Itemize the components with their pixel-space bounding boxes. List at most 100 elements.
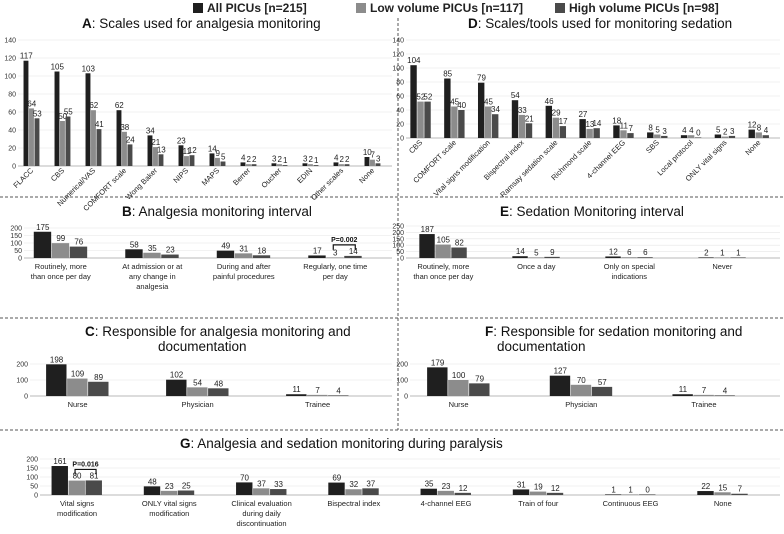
bar: [661, 135, 668, 138]
data-label: 14: [208, 144, 217, 153]
bar: [613, 125, 620, 138]
y-tick-label: 40: [8, 128, 16, 135]
bar: [620, 130, 627, 138]
data-label: 50: [58, 112, 67, 121]
bar: [277, 164, 282, 166]
data-label: 62: [89, 101, 98, 110]
bar: [88, 381, 109, 396]
data-label: 27: [578, 110, 587, 119]
bar: [693, 394, 714, 396]
data-label: 31: [517, 480, 526, 489]
data-label: 3: [272, 154, 277, 163]
data-label: 52: [423, 93, 432, 102]
bar: [728, 135, 736, 138]
x-tick-label: Nurse: [68, 400, 88, 409]
data-label: 80: [73, 472, 82, 481]
bar: [51, 243, 70, 258]
bar: [153, 147, 158, 166]
bar: [410, 65, 417, 138]
bar: [344, 164, 350, 166]
y-tick-label: 80: [8, 92, 16, 99]
bar: [252, 255, 271, 258]
significance-label: P=0.002: [331, 237, 357, 244]
y-tick-label: 100: [392, 66, 404, 73]
y-tick-label: 150: [10, 233, 22, 240]
bar: [65, 116, 71, 166]
bar: [216, 250, 235, 258]
bar: [528, 257, 544, 258]
panel-c-title: C: Responsible for analgesia monitoring …: [85, 324, 351, 354]
bar: [307, 394, 328, 396]
significance-bracket: [332, 244, 356, 250]
panel-e-title: E: Sedation Monitoring interval: [500, 204, 684, 219]
data-label: 4: [682, 126, 687, 135]
data-label: 22: [701, 482, 710, 491]
bar: [714, 257, 730, 258]
data-label: 21: [525, 114, 534, 123]
bar: [60, 121, 65, 166]
bar: [344, 255, 362, 258]
bar: [748, 129, 755, 138]
data-label: 45: [450, 98, 459, 107]
legend-label-low: Low volume PICUs [n=117]: [370, 1, 523, 15]
data-label: 12: [609, 247, 618, 256]
data-label: 4: [336, 386, 341, 395]
y-tick-label: 250: [392, 224, 404, 231]
bar: [29, 108, 34, 166]
data-label: 109: [71, 370, 85, 379]
bar: [187, 387, 208, 396]
x-tick-label: CBS: [49, 166, 66, 183]
bar: [184, 156, 189, 166]
bar: [328, 482, 345, 495]
data-label: 34: [491, 105, 500, 114]
x-tick-label: Only on special indications: [604, 262, 656, 281]
bar: [419, 234, 435, 258]
bar: [189, 155, 195, 166]
data-label: 37: [366, 479, 375, 488]
x-tick-label: Vital signs modification: [57, 499, 97, 518]
x-tick-label: Continuous EEG: [603, 499, 659, 508]
data-label: 33: [274, 480, 283, 489]
data-label: 8: [757, 123, 762, 132]
data-label: 2: [252, 155, 257, 164]
data-label: 198: [50, 355, 64, 364]
bar: [549, 375, 571, 396]
data-label: 25: [182, 482, 191, 491]
bar: [627, 133, 634, 138]
bar: [51, 466, 68, 495]
data-label: 48: [214, 379, 223, 388]
data-label: 11: [620, 121, 629, 130]
panel-dividers: [0, 18, 784, 431]
data-label: 35: [148, 244, 157, 253]
bar: [125, 249, 143, 258]
y-tick-label: 200: [16, 362, 28, 369]
bar: [69, 246, 88, 258]
y-tick-label: 120: [4, 56, 16, 63]
data-label: 69: [332, 474, 341, 483]
bar: [54, 71, 60, 166]
data-label: 23: [166, 246, 175, 255]
bar: [579, 119, 586, 138]
bar: [23, 60, 29, 167]
bar: [251, 164, 257, 166]
chart-panel-c: 0 100 200 198 109 89 Nurse 102 54 48 Physician 11 7 4…: [16, 355, 392, 409]
data-label: 7: [702, 386, 707, 395]
y-tick-label: 200: [26, 457, 38, 464]
bar: [326, 257, 344, 258]
bar: [177, 490, 195, 495]
data-label: 13: [585, 120, 594, 129]
bar: [427, 367, 448, 396]
bar: [451, 247, 467, 258]
y-tick-label: 0: [24, 394, 28, 401]
data-label: 19: [534, 483, 543, 492]
data-label: 70: [240, 473, 249, 482]
bar: [622, 494, 639, 495]
bar: [511, 100, 519, 138]
data-label: 48: [148, 477, 157, 486]
bar: [730, 257, 746, 258]
data-label: 54: [193, 378, 202, 387]
bar: [308, 164, 313, 166]
data-label: 41: [95, 120, 104, 129]
bar: [687, 135, 695, 138]
